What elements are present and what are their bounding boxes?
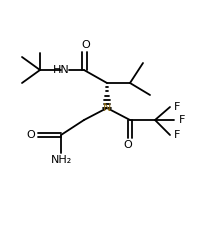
Text: F: F xyxy=(179,115,185,125)
Text: NH₂: NH₂ xyxy=(50,155,72,165)
Text: HN: HN xyxy=(53,65,69,75)
Text: F: F xyxy=(174,130,180,140)
Text: F: F xyxy=(174,102,180,112)
Text: O: O xyxy=(124,140,132,150)
Text: N: N xyxy=(103,103,111,113)
Text: O: O xyxy=(82,40,90,50)
Text: O: O xyxy=(27,130,35,140)
